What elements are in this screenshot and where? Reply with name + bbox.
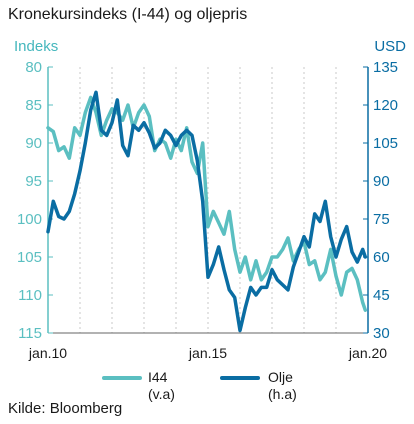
left-tick-label: 115 <box>18 325 42 342</box>
left-tick-label: 95 <box>25 173 42 190</box>
legend-swatch-olje <box>220 376 260 380</box>
legend-label-olje: Olje <box>268 369 293 385</box>
legend-label-i44: I44 <box>148 369 168 385</box>
left-axis-unit: Indeks <box>14 38 59 55</box>
source-note: Kilde: Bloomberg <box>8 400 123 417</box>
chart-title: Kronekursindeks (I-44) og oljepris <box>8 6 248 23</box>
x-tick-label: jan.15 <box>188 345 227 361</box>
right-tick-label: 120 <box>373 97 398 114</box>
left-tick-label: 100 <box>17 211 42 228</box>
left-tick-label: 80 <box>25 59 42 76</box>
right-tick-label: 45 <box>373 287 390 304</box>
series <box>46 90 368 333</box>
legend-sub-i44: (v.a) <box>148 386 175 402</box>
series-line-i44 <box>46 95 368 312</box>
axes: 80 85 90 95 100 105 110 115 135 120 105 90 75 60 45 30 j… <box>17 59 398 361</box>
left-tick-label: 110 <box>18 287 42 304</box>
right-tick-label: 60 <box>373 249 390 266</box>
right-tick-label: 135 <box>373 59 398 76</box>
right-tick-label: 90 <box>373 173 390 190</box>
right-tick-label: 105 <box>373 135 398 152</box>
x-tick-label: jan.10 <box>28 345 67 361</box>
x-tick-label: jan.20 <box>348 345 387 361</box>
right-tick-label: 75 <box>373 211 390 228</box>
left-tick-label: 105 <box>17 249 42 266</box>
legend-item-olje: Olje (h.a) <box>268 369 297 403</box>
right-axis-unit: USD <box>374 38 406 55</box>
left-tick-label: 90 <box>25 135 42 152</box>
legend-sub-olje: (h.a) <box>268 386 297 402</box>
legend-item-i44: I44 (v.a) <box>148 369 175 403</box>
left-tick-label: 85 <box>25 97 42 114</box>
legend-swatch-i44 <box>102 376 142 380</box>
right-tick-label: 30 <box>373 325 390 342</box>
series-line-olje <box>46 90 368 333</box>
